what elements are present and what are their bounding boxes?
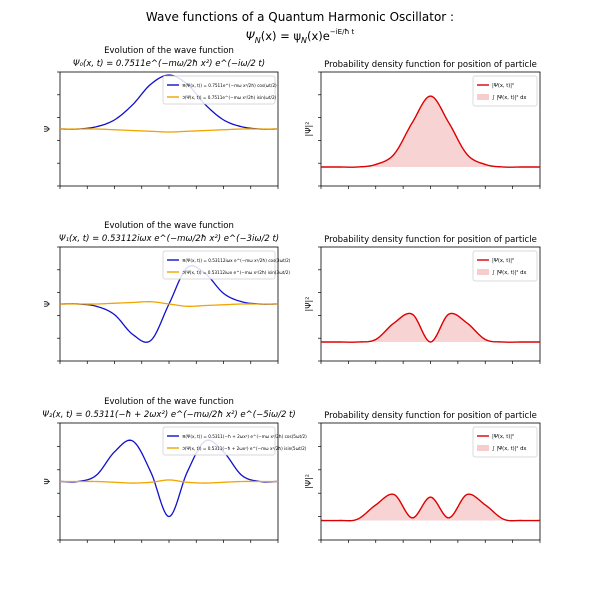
legend-entry: |Ψ(x, t)|² [492, 434, 514, 440]
formula-subscript: N [255, 36, 261, 45]
density-line [321, 95, 540, 168]
formula-mid-2: (x)e [307, 29, 330, 43]
y-axis-label: |Ψ|² [304, 474, 313, 489]
legend-entry: ℜ(Ψ(x, t)) = 0.7511e^(−mω x²/2ħ) cos(ωt/… [182, 83, 277, 88]
panel-subtitle: Ψ₁(x, t) = 0.53112iωx e^(−mω/2ħ x²) e^(−… [59, 234, 279, 244]
panel-title: Evolution of the wave function [104, 221, 234, 231]
y-axis-label: Ψ [43, 126, 52, 132]
legend-entry: ℑ(Ψ(x, t)) = 0.7511e^(−mω x²/2ħ) isin(ωt… [182, 95, 277, 100]
imag-part-line [60, 301, 278, 307]
legend-entry: ∫ |Ψ(x, t)|² dx [492, 95, 526, 101]
y-axis-label: Ψ [43, 478, 52, 484]
imag-part-line [60, 128, 278, 133]
density-line [321, 312, 540, 343]
panel-title: Evolution of the wave function [104, 397, 234, 407]
legend-box [162, 426, 276, 456]
legend-entry: ℑ(Ψ(x, t)) = 0.53112iωx e^(−mω x²/2ħ) is… [182, 270, 290, 275]
panel-psi-0: Evolution of the wave function Ψ₀(x, t) =… [43, 46, 279, 189]
density-fill [321, 494, 540, 521]
legend-entry: |Ψ(x, t)|² [492, 258, 514, 264]
panel-title: Probability density function for positio… [324, 411, 537, 421]
real-part-line [59, 74, 279, 130]
y-axis-label: |Ψ|² [304, 297, 313, 312]
figure-formula: ΨN(x) = ψN(x)e−iE/ħ t [246, 28, 355, 45]
legend-swatch-fill [477, 269, 489, 275]
legend-box [162, 75, 276, 105]
real-part-line [59, 439, 279, 518]
legend-box [472, 426, 538, 458]
panel-title: Probability density function for positio… [324, 60, 537, 70]
legend-swatch-fill [477, 94, 489, 100]
panel-pdf-2: Probability density function for positio… [304, 411, 541, 543]
panel-pdf-1: Probability density function for positio… [304, 235, 541, 364]
formula-subscript-2: N [301, 36, 307, 45]
legend-entry: ∫ |Ψ(x, t)|² dx [492, 270, 526, 276]
legend-entry: ∫ |Ψ(x, t)|² dx [492, 446, 526, 452]
legend-box [472, 75, 538, 107]
legend-swatch-fill [477, 445, 489, 451]
legend-box [162, 250, 276, 280]
panel-psi-1: Evolution of the wave function Ψ₁(x, t) =… [43, 221, 291, 364]
legend-entry: ℜ(Ψ(x, t)) = 0.5311(−ħ + 2ωx²) e^(−mω x²… [182, 434, 307, 439]
legend-box [472, 250, 538, 282]
imag-part-line [60, 479, 278, 484]
legend-entry: |Ψ(x, t)|² [492, 83, 514, 89]
density-line [321, 493, 540, 522]
legend-entry: ℑ(Ψ(x, t)) = 0.5311(−ħ + 2ωx²) e^(−mω x²… [182, 446, 307, 451]
formula-exponent: −iE/ħ t [330, 28, 355, 36]
panel-pdf-0: Probability density function for positio… [304, 60, 541, 189]
legend-entry: ℜ(Ψ(x, t)) = 0.53112iωx e^(−mω x²/2ħ) co… [182, 258, 291, 263]
y-axis-label: Ψ [43, 301, 52, 307]
formula-mid: (x) = ψ [261, 29, 301, 43]
formula-lead: Ψ [246, 29, 256, 43]
panel-title: Evolution of the wave function [104, 46, 234, 56]
density-fill [321, 96, 540, 168]
density-fill [321, 313, 540, 343]
y-axis-label: |Ψ|² [304, 122, 313, 137]
panel-subtitle: Ψ₀(x, t) = 0.7511e^(−mω/2ħ x²) e^(−iω/2 … [73, 59, 265, 69]
panel-subtitle: Ψ₂(x, t) = 0.5311(−ħ + 2ωx²) e^(−mω/2ħ x… [42, 410, 295, 420]
panel-title: Probability density function for positio… [324, 235, 537, 245]
panel-psi-2: Evolution of the wave function Ψ₂(x, t) =… [42, 397, 307, 543]
figure-title: Wave functions of a Quantum Harmonic Osc… [146, 10, 454, 24]
panels: Evolution of the wave function Ψ₀(x, t) =… [42, 46, 541, 543]
